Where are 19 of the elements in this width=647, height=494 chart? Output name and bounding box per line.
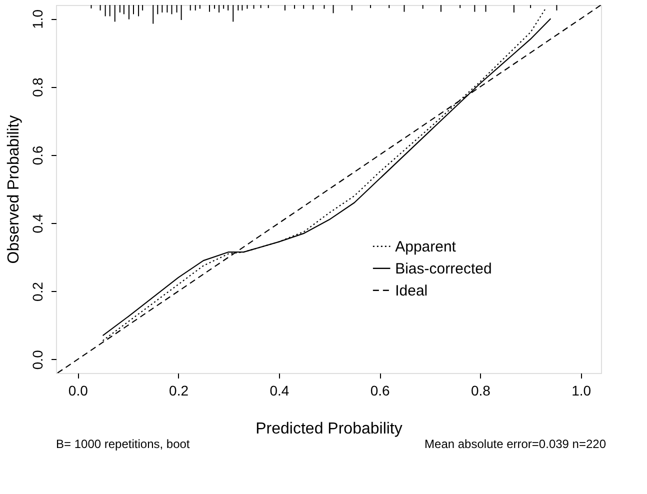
x-tick-label: 1.0 (572, 382, 592, 398)
legend-label: Ideal (395, 282, 428, 300)
text: Mean absolute error=0.039 n=220 (424, 437, 606, 451)
x-tick-label: 0.0 (68, 382, 88, 398)
legend-label: Apparent (395, 238, 457, 256)
x-tick-label: 0.8 (470, 382, 491, 398)
y-tick-label: 0.2 (30, 282, 46, 302)
y-tick-label: 1.0 (30, 9, 46, 29)
y-axis-title: Observed Probability (6, 115, 22, 264)
y-tick-label: 0.0 (30, 350, 46, 370)
legend-label: Bias-corrected (395, 260, 492, 278)
text: B= 1000 repetitions, boot (56, 437, 190, 451)
x-tick-label: 0.6 (370, 382, 390, 398)
y-tick-label: 0.8 (30, 77, 46, 98)
y-tick-label: 0.4 (30, 214, 46, 234)
y-tick-label: 0.6 (30, 145, 46, 166)
x-axis-title: Predicted Probability (256, 420, 402, 438)
x-tick-label: 0.2 (169, 382, 189, 398)
x-tick-label: 0.4 (270, 382, 290, 398)
